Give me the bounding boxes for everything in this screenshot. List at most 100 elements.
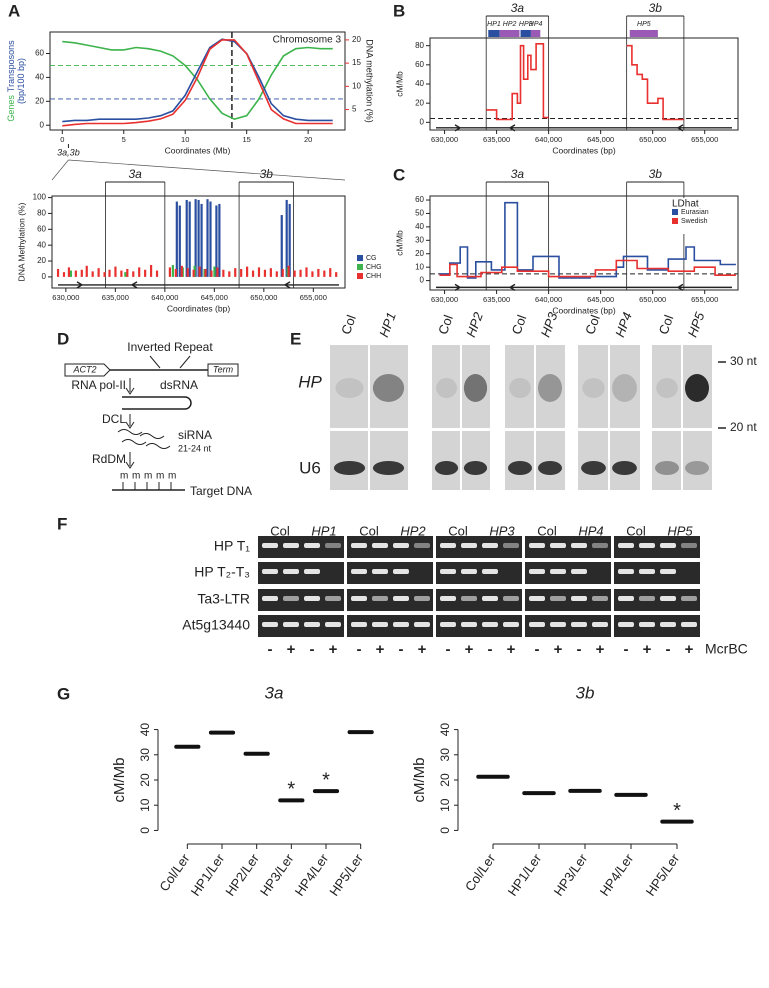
u6-band — [463, 461, 488, 475]
y-axis-label: cM/Mb — [111, 758, 128, 803]
bar — [192, 269, 195, 277]
gel-band — [529, 622, 545, 627]
bar — [335, 272, 338, 277]
y-tick-label: 50 — [415, 209, 424, 218]
treatment-label: - — [577, 641, 582, 658]
gel-strip — [347, 615, 433, 637]
gel-band — [461, 569, 477, 574]
treatment-label: + — [554, 641, 563, 658]
gel-band — [571, 543, 587, 548]
treatment-label: - — [268, 641, 273, 658]
terminator-box — [207, 363, 239, 377]
x-tick-label: 0 — [60, 135, 64, 144]
promoter-box — [64, 363, 111, 377]
hp-band — [612, 374, 637, 402]
y-tick-label: 20 — [138, 773, 152, 787]
hairpin-label: HP3 — [519, 21, 533, 28]
bar — [216, 267, 219, 277]
treatment-label: - — [666, 641, 671, 658]
bar — [171, 265, 174, 277]
gel-band — [503, 622, 519, 627]
bar — [74, 270, 77, 277]
bar — [285, 199, 288, 277]
gel-band — [571, 622, 587, 627]
gel-band — [262, 596, 278, 601]
gel-band — [503, 596, 519, 601]
gel-band — [550, 569, 566, 574]
gel-band — [550, 622, 566, 627]
gel-strip — [347, 589, 433, 611]
y-tick-label: 20 — [438, 773, 452, 787]
y-tick-label: 60 — [35, 49, 44, 58]
treatment-label: + — [376, 641, 385, 658]
methyl-stems — [122, 482, 172, 490]
gel-band — [461, 543, 477, 548]
bar — [234, 268, 237, 277]
u6-band — [581, 461, 606, 475]
bar — [97, 268, 100, 277]
hp-band — [538, 374, 562, 402]
bar — [293, 270, 296, 277]
region-label: 3b — [260, 167, 274, 181]
significance-mark: * — [673, 800, 681, 822]
methyl-marks: m m m m m — [120, 471, 176, 490]
enzyme-label: McrBC — [705, 641, 748, 657]
gel-strip — [436, 536, 522, 558]
gel-band — [660, 622, 676, 627]
group-label: Col — [448, 523, 468, 538]
x-tick-label: 645,000 — [587, 295, 614, 304]
gel-band — [639, 622, 655, 627]
y-tick-label: 60 — [415, 195, 424, 204]
treatment-label: + — [596, 641, 605, 658]
series-line — [62, 40, 333, 121]
diagram: ACT2 Term Inverted Repeat RNA pol-II dsR… — [64, 340, 252, 498]
gel-band — [618, 543, 634, 548]
series-line — [62, 38, 333, 123]
chart-title: Chromosome 3 — [273, 35, 342, 46]
bar — [178, 205, 181, 277]
bar — [287, 265, 290, 277]
y-tick-label: 40 — [415, 222, 424, 231]
row-label: HP T₁ — [214, 538, 250, 554]
gel-band — [262, 569, 278, 574]
region-label: 3a — [511, 1, 525, 15]
lane-label: Col — [338, 313, 359, 337]
gel-band — [351, 596, 367, 601]
y-axis-label-part: Genes — [6, 95, 16, 122]
gel-strip — [436, 562, 522, 584]
gel-band — [304, 543, 320, 548]
gel-band — [592, 543, 608, 548]
gel-band — [325, 596, 341, 601]
bar — [323, 270, 326, 277]
y-tick-label: 30 — [415, 235, 424, 244]
u6-band — [538, 461, 562, 475]
gel-band — [372, 622, 388, 627]
bar — [257, 267, 261, 277]
zoom-line — [51, 159, 69, 181]
gel-strip — [614, 615, 700, 637]
y-tick-label: 10 — [438, 798, 452, 812]
legend-title: LDhat — [672, 199, 699, 210]
y-axis-label: (bp/100 bp) — [16, 58, 26, 104]
x-tick-label: 655,000 — [691, 295, 718, 304]
region-label: 3a — [128, 167, 142, 181]
y-axis-label-part: Transposons — [6, 40, 16, 92]
gene-track — [58, 281, 339, 289]
y-tick-label: 40 — [415, 79, 424, 88]
lane-label: Col — [435, 313, 456, 337]
y-axis-label: DNA Methylation (%) — [16, 202, 26, 281]
lane-label: Col — [509, 313, 530, 337]
gel-strip — [436, 589, 522, 611]
legend-swatch — [357, 273, 363, 279]
panel-label: D — [57, 329, 69, 348]
gene-track — [436, 283, 732, 291]
x-tick-label: 630,000 — [431, 135, 458, 144]
gel-strip — [614, 589, 700, 611]
group-label: HP3 — [489, 523, 515, 538]
bar — [251, 270, 255, 277]
x-tick-label: 640,000 — [535, 295, 562, 304]
y2-tick-label: 20 — [352, 35, 361, 44]
bar — [246, 266, 249, 277]
